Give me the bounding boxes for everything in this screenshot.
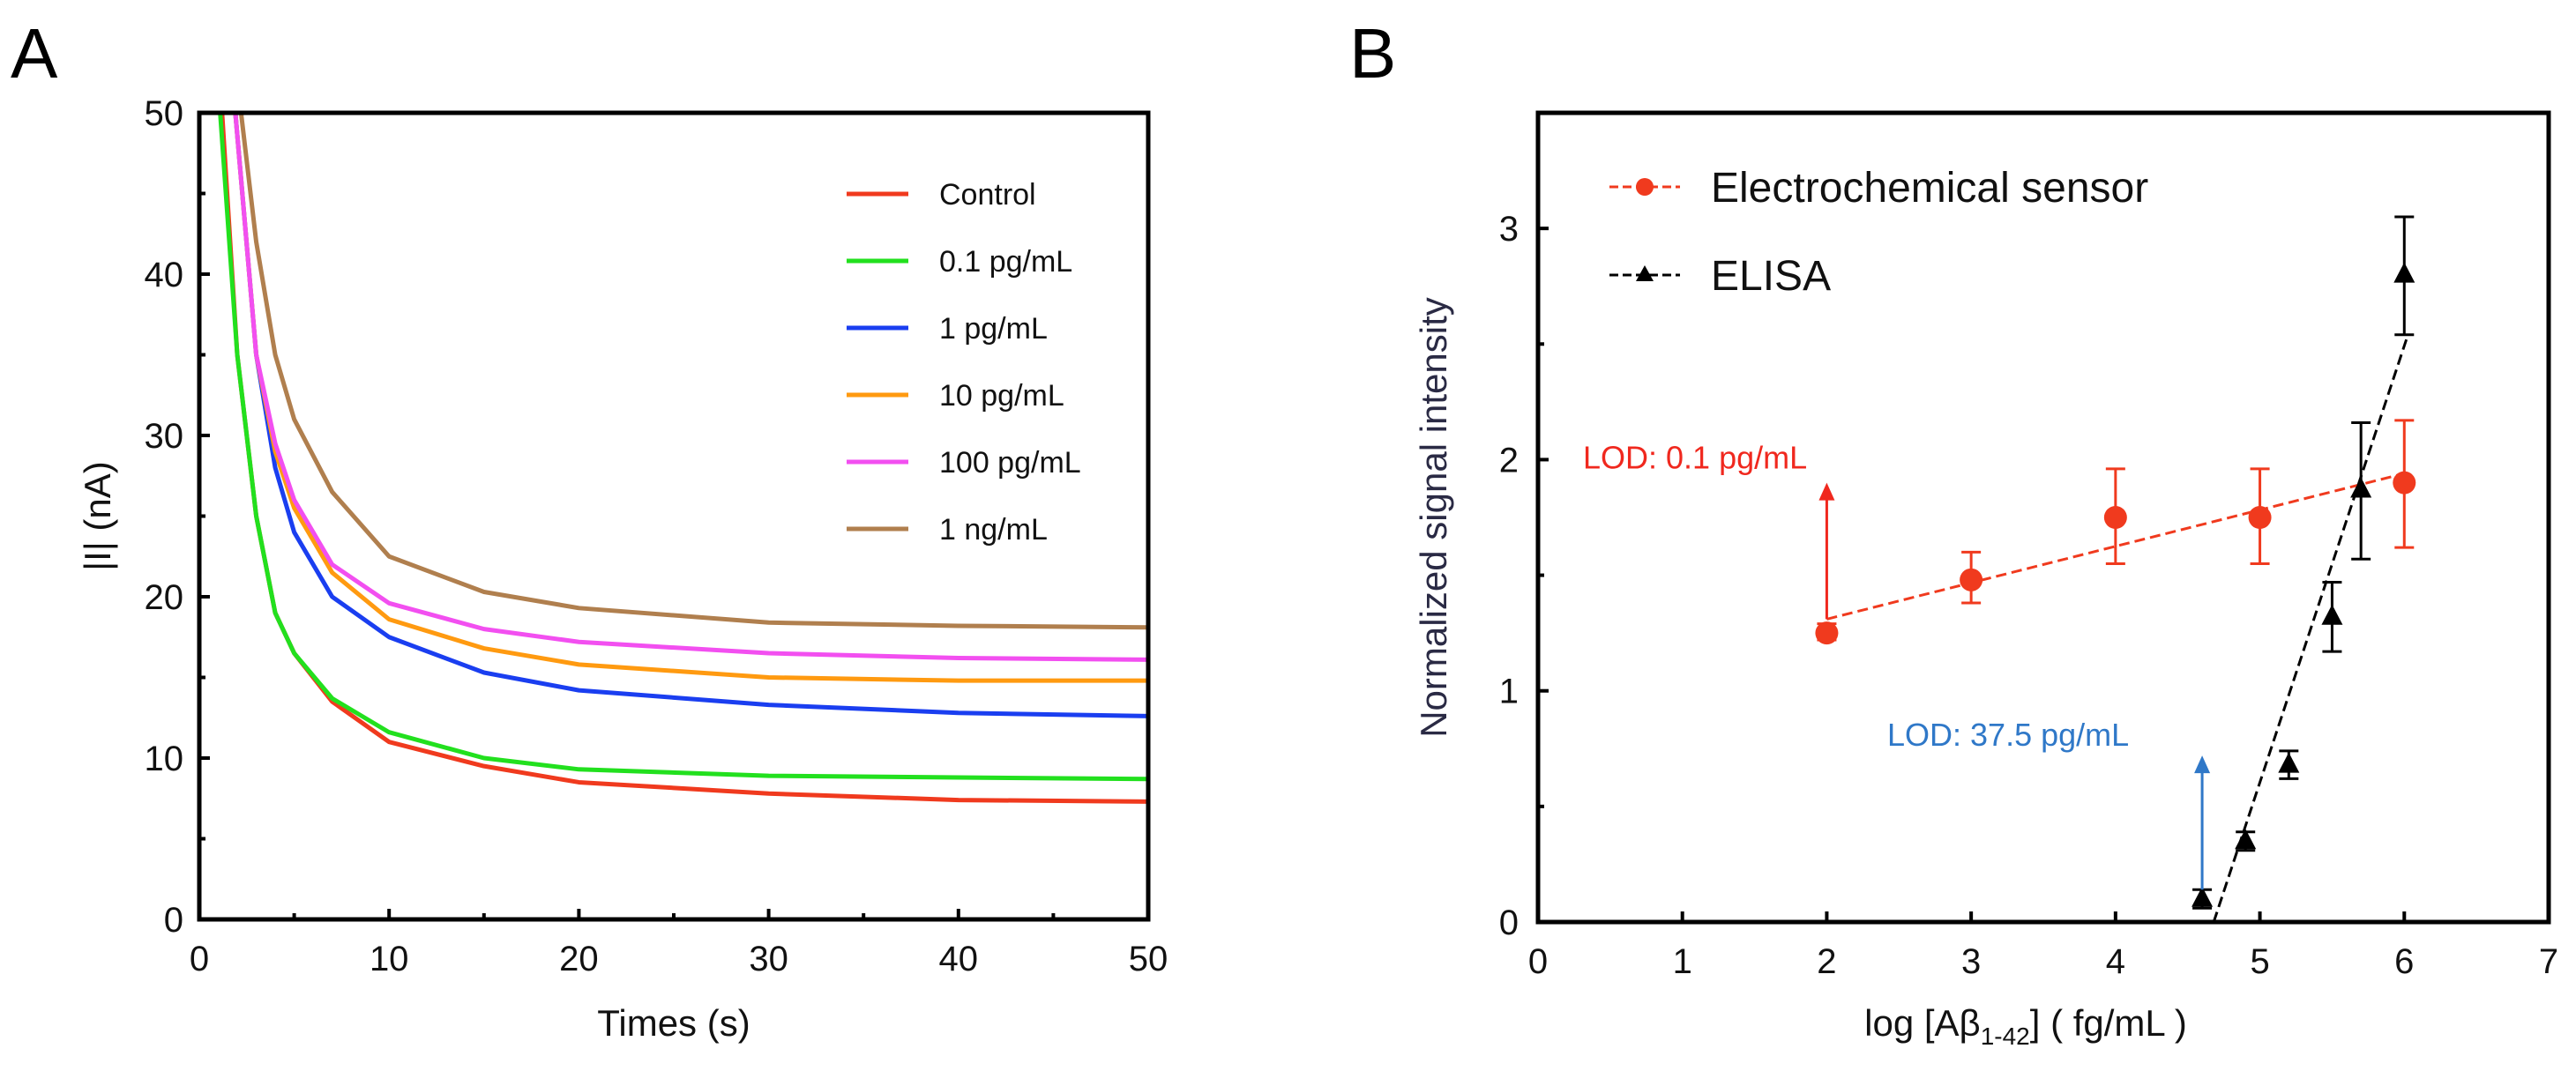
x-axis-label-suffix: ] ( fg/mL ) [2030, 1002, 2187, 1044]
data-point-1 [2191, 886, 2214, 907]
y-tick-label: 30 [145, 417, 184, 456]
lod-arrowhead-1 [2194, 755, 2211, 774]
x-tick-label: 40 [939, 940, 979, 978]
legend-marker-0 [1636, 178, 1654, 196]
series-line-5 [238, 113, 1148, 630]
y-tick-label: 50 [145, 94, 184, 133]
plot-frame-b [1535, 110, 2551, 925]
x-axis-label: log [Aβ1-42] ( fg/mL ) [1864, 1002, 2187, 1050]
legend-label-1: ELISA [1711, 253, 1831, 300]
y-tick-label: 20 [145, 578, 184, 617]
y-tick-label: 2 [1499, 441, 1519, 480]
legend-label-3: 10 pg/mL [939, 379, 1064, 413]
x-tick-label: 10 [370, 940, 409, 978]
legend-label-1: 0.1 pg/mL [939, 245, 1072, 279]
legend-label-0: Control [939, 178, 1036, 212]
series-line-4 [233, 113, 1148, 662]
legend-marker-1 [1636, 265, 1654, 281]
chart-a: 0 10 20 30 40 50 0 10 20 30 40 50 Times (s) |I| (nA) C… [77, 94, 1168, 1044]
x-tick-label: 0 [1528, 942, 1548, 981]
y-tick-label: 1 [1499, 673, 1519, 711]
data-point-0 [1815, 621, 1839, 645]
x-tick-label: 20 [559, 940, 599, 978]
data-point-1 [2278, 752, 2300, 773]
data-point-0 [2393, 471, 2416, 495]
lod-annotation-0: LOD: 0.1 pg/mL [1583, 439, 1807, 475]
fit-line-1 [2212, 336, 2408, 923]
x-tick-label: 50 [1129, 940, 1169, 978]
lod-annotation-1: LOD: 37.5 pg/mL [1887, 717, 2129, 753]
x-tick-label: 0 [190, 940, 209, 978]
data-point-1 [2321, 604, 2343, 625]
x-tick-label: 4 [2106, 942, 2125, 981]
data-point-0 [2248, 506, 2272, 529]
x-tick-label: 1 [1673, 942, 1692, 981]
x-tick-label: 5 [2250, 942, 2269, 981]
data-point-1 [2235, 829, 2257, 850]
data-point-0 [1960, 568, 1983, 591]
x-tick-label: 6 [2394, 942, 2414, 981]
y-axis-label: Normalized signal intensity [1413, 297, 1454, 738]
data-point-1 [2393, 262, 2415, 283]
legend-label-4: 100 pg/mL [939, 446, 1081, 480]
x-axis-label-subscript: 1-42 [1981, 1023, 2030, 1050]
x-axis-label: Times (s) [597, 1002, 750, 1044]
series-line-1 [218, 113, 1148, 782]
fit-line-0 [1826, 472, 2405, 621]
y-tick-label: 0 [1499, 904, 1519, 942]
x-tick-label: 7 [2539, 942, 2558, 981]
y-tick-label: 40 [145, 256, 184, 294]
x-tick-label: 3 [1961, 942, 1981, 981]
legend-label-0: Electrochemical sensor [1711, 165, 2148, 212]
x-tick-label: 30 [749, 940, 788, 978]
y-tick-label: 3 [1499, 210, 1519, 249]
chart-b: LOD: 0.1 pg/mL LOD: 37.5 pg/mL 0 1 2 3 4 5 6 7 0 1 2… [1413, 110, 2558, 1050]
data-point-0 [2103, 506, 2127, 529]
y-axis-label: |I| (nA) [77, 461, 118, 571]
y-tick-label: 0 [164, 901, 183, 940]
y-tick-label: 10 [145, 740, 184, 778]
x-tick-label: 2 [1817, 942, 1836, 981]
lod-arrowhead-0 [1818, 482, 1835, 501]
legend-label-5: 1 ng/mL [939, 513, 1048, 547]
legend-label-2: 1 pg/mL [939, 312, 1048, 346]
data-point-1 [2350, 477, 2372, 498]
panel-label-b: B [1349, 14, 1396, 93]
panel-label-a: A [11, 14, 58, 93]
x-axis-label-prefix: log [Aβ [1864, 1002, 1981, 1044]
